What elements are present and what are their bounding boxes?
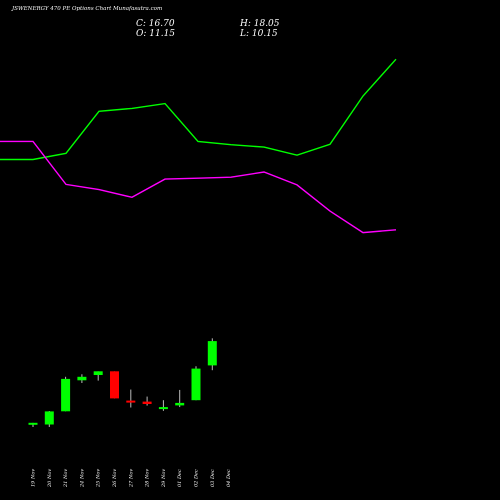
x-tick-label: 29 Nov bbox=[161, 469, 167, 488]
x-tick-label: 19 Nov bbox=[31, 469, 37, 487]
x-tick-label: 21 Nov bbox=[63, 469, 69, 488]
candle-body-12 bbox=[207, 341, 217, 366]
x-tick-label: 03 Dec bbox=[210, 469, 216, 487]
candle-body-7 bbox=[126, 400, 136, 403]
candles-layer bbox=[28, 338, 217, 427]
low-value: L: 10.15 bbox=[240, 29, 278, 39]
x-tick-label: 25 Nov bbox=[96, 469, 102, 488]
x-tick-label: 01 Dec bbox=[177, 469, 183, 487]
x-tick-label: 26 Nov bbox=[112, 469, 118, 488]
candle-body-9 bbox=[158, 407, 168, 410]
x-tick-label: 20 Nov bbox=[47, 469, 53, 488]
open-value: O: 11.15 bbox=[136, 29, 176, 39]
high-value: H: 18.05 bbox=[240, 19, 280, 29]
series-line-1 bbox=[0, 58, 397, 161]
candle-body-1 bbox=[28, 422, 38, 425]
x-tick-label: 02 Dec bbox=[194, 469, 200, 487]
candle-body-11 bbox=[191, 368, 201, 401]
chart-title: JSWENERGY 470 PE Options Chart Munafasut… bbox=[12, 6, 163, 12]
candle-body-3 bbox=[61, 378, 71, 412]
candle-body-2 bbox=[44, 411, 54, 425]
x-tick-label: 27 Nov bbox=[128, 469, 134, 488]
x-axis-ticks: 19 Nov 20 Nov 21 Nov 24 Nov 25 Nov 26 Nov 27 N… bbox=[31, 469, 233, 488]
x-tick-label: 04 Dec bbox=[226, 469, 232, 487]
x-tick-label: 24 Nov bbox=[79, 469, 85, 488]
lines-layer bbox=[0, 58, 397, 234]
candle-body-4 bbox=[77, 376, 87, 381]
close-value: C: 16.70 bbox=[136, 19, 175, 29]
candle-body-5 bbox=[93, 371, 103, 375]
candle-body-6 bbox=[110, 371, 119, 399]
series-line-2 bbox=[0, 140, 397, 234]
x-tick-label: 28 Nov bbox=[145, 469, 151, 488]
candle-body-8 bbox=[142, 401, 152, 404]
candle-body-10 bbox=[175, 402, 185, 406]
